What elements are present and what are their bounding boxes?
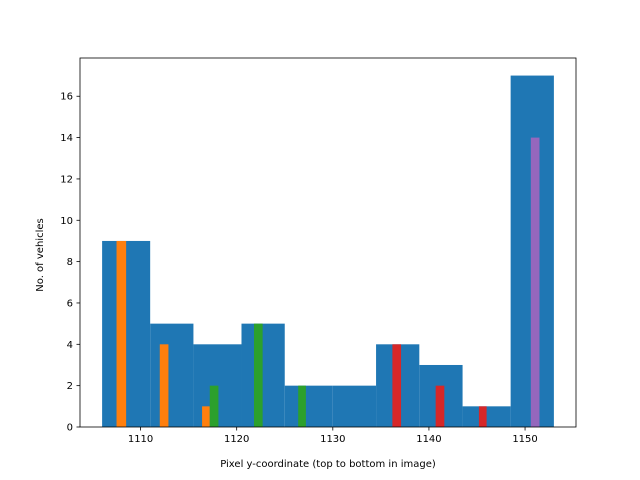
bar-series-3-3 xyxy=(298,385,306,427)
x-tick-label-1: 1110 xyxy=(128,434,153,445)
x-tick-label-5: 1150 xyxy=(512,434,537,445)
x-tick-label-2: 1120 xyxy=(224,434,249,445)
bar-series-4-2 xyxy=(435,385,445,427)
y-tick-label-5: 8 xyxy=(67,257,73,268)
bar-series-2-2 xyxy=(159,344,169,427)
x-axis-ticks: 1110 1120 1130 1140 1150 xyxy=(128,427,538,445)
y-tick-label-4: 6 xyxy=(67,298,73,309)
y-tick-label-3: 4 xyxy=(67,340,73,351)
x-tick-label-4: 1140 xyxy=(416,434,441,445)
x-axis-label: Pixel y-coordinate (top to bottom in ima… xyxy=(220,459,436,470)
y-tick-label-1: 0 xyxy=(67,423,73,434)
y-tick-label-2: 2 xyxy=(67,381,73,392)
bar-series-2-1 xyxy=(116,240,127,427)
bar-series-1-5 xyxy=(284,385,333,427)
y-tick-label-6: 10 xyxy=(60,216,73,227)
axes-frame xyxy=(79,57,577,428)
bar-series-1-4 xyxy=(241,323,285,427)
y-axis-label: No. of vehicles xyxy=(35,218,46,291)
y-tick-label-7: 12 xyxy=(60,174,73,185)
bar-series-2-3 xyxy=(202,406,210,427)
y-axis-ticks: 0 2 4 6 8 10 12 14 16 xyxy=(60,92,80,434)
y-tick-label-8: 14 xyxy=(60,133,73,144)
bar-series-1-6 xyxy=(332,385,377,427)
bar-series-4-3 xyxy=(478,406,487,427)
bar-series-5-1 xyxy=(530,137,540,427)
x-tick-label-3: 1130 xyxy=(320,434,345,445)
plot-frame xyxy=(79,57,577,428)
y-tick-label-9: 16 xyxy=(60,92,73,103)
bar-series-1-2 xyxy=(150,323,194,427)
bar-series-3-1 xyxy=(209,385,219,427)
bar-series-4-1 xyxy=(392,344,402,427)
bars-layer xyxy=(102,75,554,428)
bar-series-1-1 xyxy=(102,240,151,427)
bar-series-3-2 xyxy=(253,323,263,427)
